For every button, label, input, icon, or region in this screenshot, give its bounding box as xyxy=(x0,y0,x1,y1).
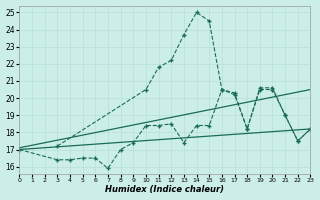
X-axis label: Humidex (Indice chaleur): Humidex (Indice chaleur) xyxy=(105,185,224,194)
